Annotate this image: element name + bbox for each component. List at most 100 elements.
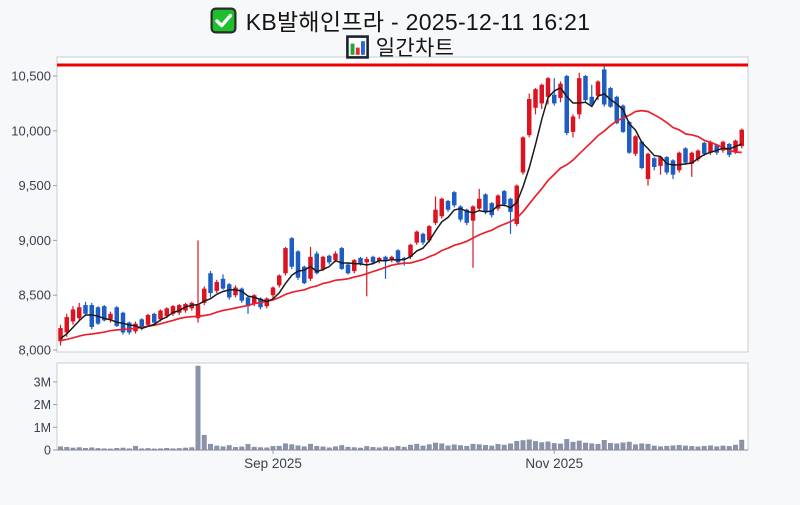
volume-bar [614, 443, 620, 451]
volume-bar [214, 445, 220, 451]
candle-down [608, 88, 613, 107]
candle-up [570, 116, 576, 132]
candle-down [602, 69, 607, 105]
candle-up [177, 305, 182, 313]
candle-up [545, 78, 551, 97]
volume-bar [226, 445, 232, 451]
volume-tick-label: 1M [34, 421, 51, 435]
candle-up [514, 185, 519, 224]
volume-bar [689, 446, 695, 451]
candle-up [283, 248, 288, 274]
volume-bar [576, 440, 582, 451]
volume-bar [439, 443, 445, 451]
candle-up [195, 305, 201, 319]
candle-up [389, 256, 394, 261]
volume-bar [645, 443, 651, 451]
candle-up [252, 295, 257, 304]
candle-down [502, 191, 507, 205]
price-tick-label: 9,500 [18, 178, 51, 193]
x-tick-label: Nov 2025 [525, 456, 583, 471]
volume-bar [395, 445, 401, 451]
candle-down [452, 192, 457, 206]
candle-down [402, 257, 407, 260]
candle-up [170, 306, 176, 314]
candle-up [477, 198, 482, 209]
volume-bar [683, 445, 688, 451]
volume-bar [601, 440, 607, 451]
ma20-line [60, 109, 742, 342]
candle-up [414, 231, 419, 243]
candle-down [302, 266, 307, 284]
candle-down [295, 251, 301, 278]
volume-bar [583, 442, 588, 451]
price-tick-label: 10,500 [11, 69, 51, 84]
ma5-line [60, 86, 743, 340]
candle-down [564, 76, 569, 133]
volume-bar [308, 443, 313, 451]
candle-down [652, 158, 657, 167]
candle-down [345, 264, 351, 274]
volume-bar [526, 439, 532, 451]
volume-bar [739, 439, 745, 451]
volume-panel[interactable] [56, 362, 749, 451]
candle-down [358, 257, 363, 264]
volume-bar [333, 446, 338, 451]
volume-bar [201, 435, 207, 451]
candle-down [139, 319, 144, 329]
volume-bar [608, 442, 613, 451]
candle-down [370, 256, 376, 263]
volume-bar [483, 445, 488, 451]
volume-bar [520, 440, 526, 451]
volume-bar [564, 439, 570, 451]
candle-down [483, 194, 488, 212]
candle-down [245, 297, 251, 307]
candle-down [89, 305, 94, 327]
volume-bar [133, 445, 138, 451]
x-tick-label: Sep 2025 [244, 456, 302, 471]
volume-bar [408, 444, 413, 451]
price-panel[interactable] [56, 56, 749, 353]
candle-down [420, 233, 426, 243]
candle-down [552, 94, 557, 104]
candle-up [214, 282, 219, 291]
volume-bar [558, 443, 563, 451]
volume-tick-label: 0 [44, 444, 51, 458]
candle-down [220, 278, 226, 289]
volume-bar [208, 443, 213, 451]
candle-up [708, 141, 713, 153]
candle-down [464, 209, 469, 223]
candle-down [114, 307, 119, 326]
volume-bar [726, 446, 732, 451]
checked-checkbox-icon[interactable] [210, 7, 237, 34]
volume-bar [270, 446, 276, 451]
volume-bar [476, 444, 482, 451]
candle-up [577, 78, 582, 115]
price-tick-label: 9,000 [18, 233, 51, 248]
candle-up [720, 141, 726, 151]
volume-bar [433, 442, 438, 451]
volume-bar [495, 444, 501, 451]
volume-bar [626, 441, 632, 451]
volume-bar [539, 442, 545, 451]
candle-up [533, 89, 538, 108]
volume-bar [639, 443, 645, 451]
candle-down [314, 253, 319, 274]
volume-bar [276, 445, 282, 451]
volume-bar [508, 443, 513, 451]
volume-tick-label: 2M [34, 398, 51, 412]
volume-bar [633, 444, 638, 451]
volume-bar [714, 446, 720, 451]
candle-up [427, 226, 432, 241]
volume-bar [364, 446, 370, 451]
candle-up [645, 153, 651, 180]
volume-tick-label: 3M [34, 375, 51, 389]
candle-up [333, 253, 338, 261]
volume-bar [664, 445, 670, 451]
volume-bar [458, 445, 463, 451]
volume-bar [464, 445, 470, 451]
volume-series [58, 365, 745, 451]
volume-bar [426, 444, 432, 451]
candle-up [277, 275, 282, 286]
